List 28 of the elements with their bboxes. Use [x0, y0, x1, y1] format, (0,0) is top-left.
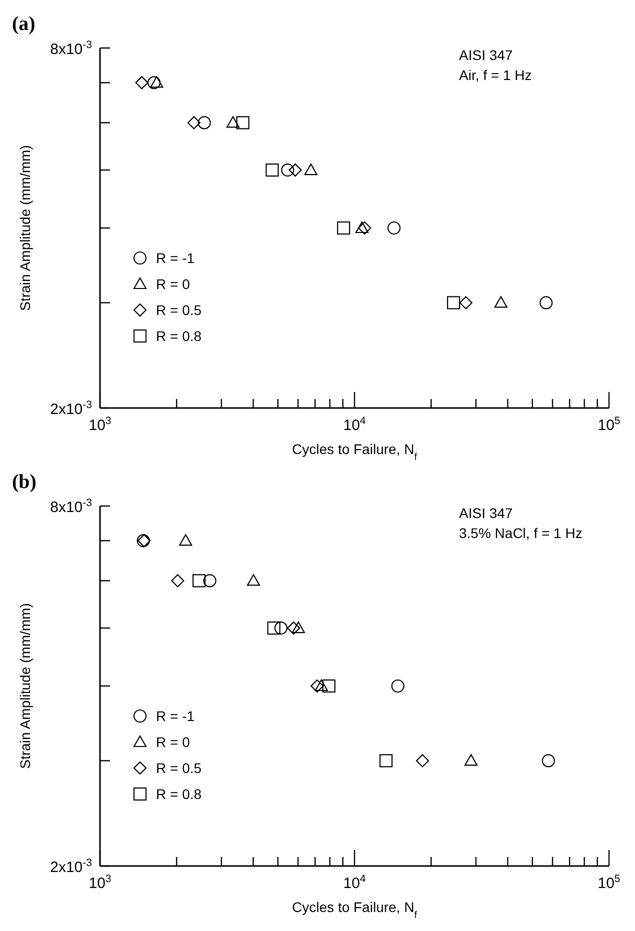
annotation: Air, f = 1 Hz	[459, 67, 532, 83]
x-axis-title: Cycles to Failure, N$_{f}$	[292, 441, 418, 462]
legend-label: R = 0	[156, 276, 190, 292]
x-tick-label: 10$^{3}$	[88, 873, 112, 892]
x-tick-label: 10$^{5}$	[598, 873, 620, 892]
annotation: 3.5% NaCl, f = 1 Hz	[459, 525, 582, 541]
chart-title: (a)	[12, 13, 36, 35]
y-tick-label: 8x10$^{-3}$	[50, 39, 92, 58]
legend-label: R = -1	[156, 708, 195, 724]
y-axis-title: Strain Amplitude (mm/mm)	[17, 603, 33, 769]
y-axis-title: Strain Amplitude (mm/mm)	[17, 145, 33, 311]
legend-label: R = 0	[156, 734, 190, 750]
y-tick-label: 2x10$^{-3}$	[50, 399, 92, 418]
legend-label: R = -1	[156, 250, 195, 266]
legend-label: R = 0.5	[156, 302, 202, 318]
x-tick-label: 10$^{5}$	[598, 415, 620, 434]
legend-label: R = 0.8	[156, 786, 202, 802]
legend-label: R = 0.5	[156, 760, 202, 776]
annotation: AISI 347	[459, 505, 513, 521]
legend-label: R = 0.8	[156, 328, 202, 344]
y-tick-label: 2x10$^{-3}$	[50, 857, 92, 876]
annotation: AISI 347	[459, 47, 513, 63]
chart-title: (b)	[12, 471, 36, 493]
y-tick-label: 8x10$^{-3}$	[50, 497, 92, 516]
x-tick-label: 10$^{4}$	[343, 415, 366, 434]
x-tick-label: 10$^{4}$	[343, 873, 366, 892]
x-tick-label: 10$^{3}$	[88, 415, 112, 434]
x-axis-title: Cycles to Failure, N$_{f}$	[292, 899, 418, 920]
